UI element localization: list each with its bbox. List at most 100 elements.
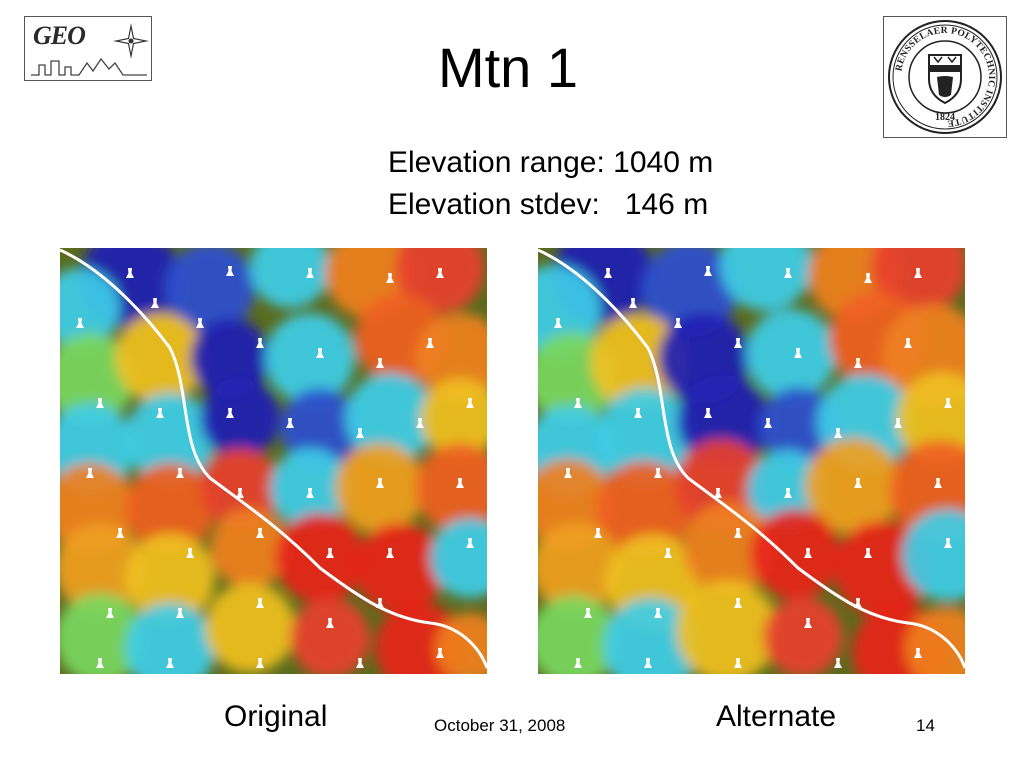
tower-marker-icon (564, 468, 572, 478)
tower-marker-icon (326, 618, 334, 628)
terrain-patch (759, 387, 839, 467)
tower-marker-icon (286, 418, 294, 428)
tower-marker-icon (854, 358, 862, 368)
terrain-patch (538, 595, 619, 674)
tower-marker-icon (574, 398, 582, 408)
terrain-patch (205, 583, 295, 673)
road-line (60, 248, 487, 669)
terrain-patch (125, 603, 215, 674)
tower-marker-icon (634, 408, 642, 418)
tower-marker-icon (416, 418, 424, 428)
tower-marker-icon (316, 348, 324, 358)
tower-marker-icon (256, 528, 264, 538)
tower-marker-icon (356, 428, 364, 438)
terrain-patch (115, 313, 205, 403)
tower-marker-icon (236, 488, 244, 498)
elevation-range-label: Elevation range: (388, 146, 605, 179)
tower-marker-icon (654, 468, 662, 478)
terrain-patch (60, 268, 120, 348)
tower-marker-icon (734, 598, 742, 608)
elevation-range-line: Elevation range: 1040 m (388, 148, 713, 178)
tower-marker-icon (76, 318, 84, 328)
terrain-patch (275, 513, 365, 603)
tower-marker-icon (704, 408, 712, 418)
alternate-caption: Alternate (716, 700, 837, 733)
terrain-patch (60, 593, 145, 674)
tower-marker-icon (734, 528, 742, 538)
tower-marker-icon (629, 298, 637, 308)
tower-marker-icon (176, 608, 184, 618)
terrain-patch (210, 508, 290, 588)
terrain-patch (355, 523, 445, 613)
tower-marker-icon (604, 268, 612, 278)
tower-marker-icon (96, 658, 104, 668)
tower-marker-icon (106, 608, 114, 618)
geo-logo-text: GEO (33, 21, 86, 50)
tower-marker-icon (854, 598, 862, 608)
tower-marker-icon (306, 488, 314, 498)
tower-marker-icon (86, 468, 94, 478)
tower-marker-icon (386, 273, 394, 283)
rpi-seal: RENSSELAER POLYTECHNIC INSTITUTE 1824 (883, 16, 1007, 138)
tower-marker-icon (834, 658, 842, 668)
tower-marker-icon (126, 268, 134, 278)
tower-marker-icon (306, 268, 314, 278)
tower-marker-icon (386, 548, 394, 558)
tower-marker-icon (864, 548, 872, 558)
tower-marker-icon (554, 318, 562, 328)
tower-marker-icon (594, 528, 602, 538)
road-line (538, 248, 965, 669)
tower-marker-icon (196, 318, 204, 328)
terrain-patch (902, 509, 965, 601)
terrain-patch (415, 443, 487, 533)
tower-marker-icon (326, 548, 334, 558)
tower-marker-icon (456, 478, 464, 488)
tower-marker-icon (156, 408, 164, 418)
original-terrain-map (60, 248, 487, 674)
tower-marker-icon (834, 428, 842, 438)
footer-date: October 31, 2008 (434, 716, 566, 735)
terrain-patch (763, 597, 843, 674)
terrain-heatmap (60, 248, 487, 674)
tower-marker-icon (356, 658, 364, 668)
terrain-patch (430, 518, 487, 598)
terrain-patch (165, 248, 255, 333)
tower-marker-icon (436, 268, 444, 278)
university-seal-icon: RENSSELAER POLYTECHNIC INSTITUTE 1824 (888, 20, 1002, 134)
tower-marker-icon (644, 658, 652, 668)
tower-marker-icon (376, 598, 384, 608)
tower-marker-icon (96, 398, 104, 408)
terrain-patch (750, 509, 840, 599)
elevation-stdev-label: Elevation stdev: (388, 188, 600, 221)
tower-marker-icon (784, 268, 792, 278)
tower-marker-icon (804, 548, 812, 558)
terrain-patch (596, 461, 692, 557)
elevation-stdev-line: Elevation stdev: 146 m (388, 190, 708, 220)
geo-logo: GEO (24, 16, 152, 81)
tower-marker-icon (854, 478, 862, 488)
tower-marker-icon (804, 618, 812, 628)
tower-marker-icon (176, 468, 184, 478)
tower-marker-icon (734, 338, 742, 348)
tower-marker-icon (466, 538, 474, 548)
terrain-patch (200, 378, 280, 458)
tower-marker-icon (376, 478, 384, 488)
terrain-heatmap (538, 248, 965, 674)
tower-marker-icon (934, 478, 942, 488)
tower-marker-icon (436, 648, 444, 658)
terrain-patch (250, 248, 330, 308)
original-caption: Original (224, 700, 328, 733)
seal-year: 1824 (935, 112, 955, 123)
tower-marker-icon (574, 658, 582, 668)
terrain-patch (720, 248, 812, 311)
terrain-patch (345, 373, 435, 463)
terrain-patch (280, 388, 360, 468)
terrain-patch (590, 314, 686, 410)
terrain-patch (603, 598, 699, 674)
terrain-patch (676, 580, 778, 674)
terrain-patch (290, 598, 370, 674)
terrain-patch (746, 309, 836, 399)
elevation-stdev-value: 146 m (624, 188, 709, 221)
tower-marker-icon (584, 608, 592, 618)
tower-marker-icon (376, 358, 384, 368)
